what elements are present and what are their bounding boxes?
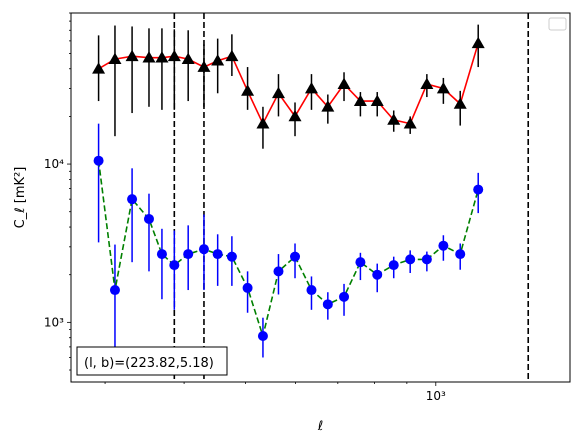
data-point (420, 77, 434, 89)
data-point (388, 260, 399, 271)
data-point (304, 82, 318, 94)
data-point (93, 155, 104, 166)
ticks-layer: 10³ 10³ 10⁴ (44, 12, 446, 403)
data-point (226, 251, 237, 262)
lower-series (93, 123, 484, 358)
data-point (109, 285, 120, 296)
data-point (198, 244, 209, 255)
data-point (211, 54, 225, 66)
data-point (92, 62, 106, 74)
data-point (167, 49, 181, 62)
data-point (353, 94, 367, 106)
data-point (181, 52, 195, 65)
data-point (387, 113, 401, 125)
data-point (453, 97, 467, 109)
annotation-text: (l, b)=(223.82,5.18) (84, 356, 214, 371)
empty-legend-box (548, 17, 567, 31)
data-point (288, 109, 302, 122)
data-point (355, 257, 366, 268)
x-tick-label: 10³ (426, 389, 446, 403)
data-point (473, 184, 484, 195)
data-point (241, 84, 255, 96)
data-point (471, 36, 485, 49)
upper-series (92, 24, 485, 149)
data-point (438, 240, 449, 251)
data-point (183, 249, 194, 260)
data-point (370, 94, 384, 106)
series-line (97, 160, 479, 339)
position-annotation: (l, b)=(223.82,5.18) (76, 346, 228, 376)
data-point (403, 117, 417, 129)
data-point (169, 260, 180, 271)
annotation-box (76, 346, 228, 376)
data-point (405, 254, 416, 265)
data-point (271, 86, 285, 99)
data-point (212, 249, 223, 260)
data-point (322, 299, 333, 310)
data-point (197, 60, 211, 72)
data-point (225, 49, 239, 62)
data-point (108, 52, 122, 65)
series-line (98, 42, 479, 126)
vertical-dashed-lines (173, 13, 530, 382)
y-tick-label: 10³ (44, 315, 64, 329)
data-point (155, 51, 169, 63)
data-point (306, 285, 317, 296)
y-tick-label: 10⁴ (44, 157, 64, 171)
data-point (127, 194, 138, 205)
axes-frame (70, 12, 571, 383)
data-point (143, 213, 154, 224)
data-point (257, 331, 268, 342)
data-point (337, 77, 351, 89)
data-point (372, 269, 383, 280)
data-point (436, 82, 450, 94)
data-point (455, 249, 466, 260)
data-point (242, 282, 253, 293)
data-point (290, 251, 301, 262)
data-point (256, 117, 270, 129)
data-point (273, 266, 284, 277)
series-layer (92, 24, 485, 358)
data-point (156, 249, 167, 260)
data-point (421, 254, 432, 265)
data-point (142, 51, 156, 63)
y-axis-label: C_ℓ [mK²] (13, 167, 28, 229)
data-point (321, 100, 335, 112)
data-point (125, 49, 139, 62)
data-point (339, 291, 350, 302)
x-axis-label: ℓ (317, 419, 323, 434)
